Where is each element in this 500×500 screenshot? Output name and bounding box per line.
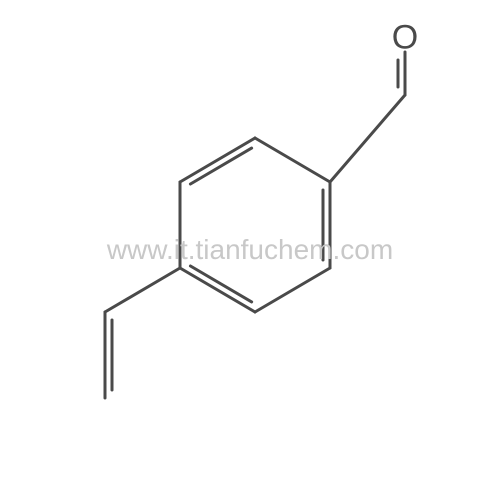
bond-line: [255, 138, 330, 182]
bond-line: [190, 266, 251, 302]
bond-line: [190, 148, 251, 184]
figure-canvas: www.it.tianfuchem.com O: [0, 0, 500, 500]
bond-line: [105, 268, 180, 312]
bond-line: [180, 138, 255, 182]
molecule-diagram: [0, 0, 500, 500]
bond-line: [330, 95, 405, 182]
bond-line: [255, 268, 330, 312]
atom-label-o: O: [392, 19, 418, 58]
bond-line: [180, 268, 255, 312]
